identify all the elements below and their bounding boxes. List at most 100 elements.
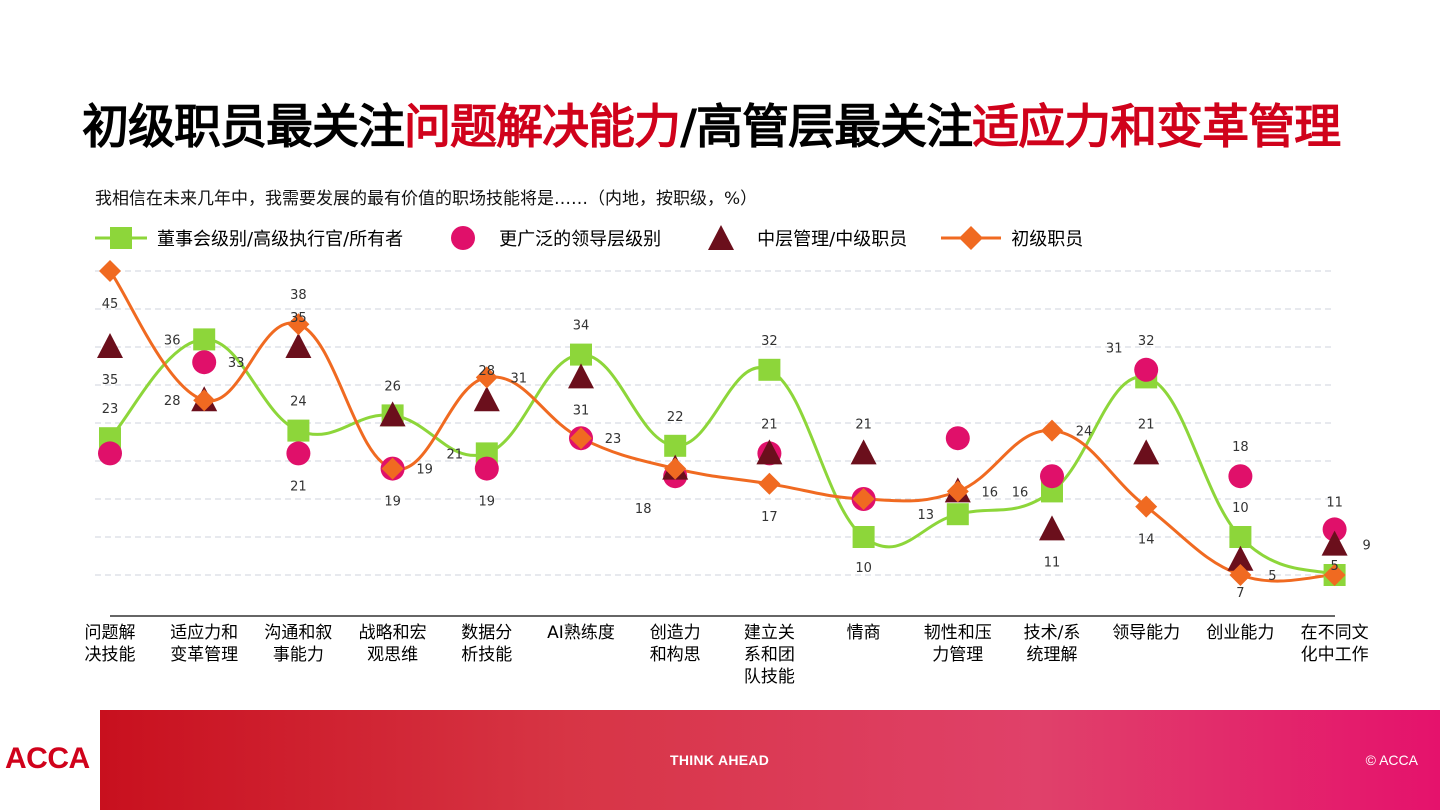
data-point-triangle — [97, 333, 123, 358]
category-label-line: 决技能 — [85, 645, 136, 665]
data-label: 21 — [447, 447, 464, 462]
data-point-diamond — [1229, 564, 1252, 586]
data-label: 28 — [479, 364, 496, 379]
category-label: 情商 — [847, 623, 881, 643]
legend-diamond-marker-icon — [941, 226, 1002, 250]
page-title: 初级职员最关注问题解决能力/高管层最关注适应力和变革管理 — [82, 88, 1341, 157]
category-label-line: 统理解 — [1027, 645, 1078, 665]
category-label-line: 创业能力 — [1206, 623, 1274, 643]
category-label-line: 问题解 — [85, 623, 136, 643]
data-label: 7 — [1236, 586, 1244, 601]
data-label: 13 — [918, 508, 935, 523]
category-label: AI熟练度 — [547, 622, 615, 643]
data-label: 26 — [384, 379, 401, 394]
category-label: 在不同文化中工作 — [1301, 623, 1369, 665]
footer-band — [100, 710, 1440, 810]
category-label-line: 事能力 — [273, 645, 324, 665]
legend-square-marker-icon — [95, 227, 147, 249]
data-label: 24 — [290, 395, 307, 410]
data-label: 28 — [164, 394, 181, 409]
data-point-diamond — [1135, 495, 1158, 518]
data-point-circle — [1040, 464, 1064, 489]
category-label-line: 适应力和 — [170, 623, 238, 643]
data-label: 23 — [102, 402, 119, 417]
category-label: 适应力和变革管理 — [170, 623, 238, 665]
data-point-diamond — [664, 457, 687, 480]
data-label: 32 — [1138, 334, 1155, 349]
category-label-line: 队技能 — [744, 667, 795, 687]
data-point-square — [852, 526, 875, 548]
data-point-diamond — [475, 366, 498, 389]
data-point-diamond — [946, 480, 969, 503]
legend-item-middle: 中层管理/中级职员 — [695, 223, 907, 253]
category-label-line: 和构思 — [650, 645, 701, 665]
category-label-line: 技术/系 — [1024, 623, 1081, 643]
category-label: 沟通和叙事能力 — [264, 623, 332, 665]
category-label: 创业能力 — [1206, 623, 1274, 643]
category-label: 数据分析技能 — [461, 623, 512, 665]
acca-logo: ACCA — [5, 742, 90, 775]
title-highlight-2: 适应力和变革管理 — [972, 100, 1341, 155]
data-point-circle — [286, 441, 311, 466]
category-label: 领导能力 — [1112, 623, 1180, 643]
data-point-diamond — [193, 389, 216, 412]
category-label-line: 数据分 — [461, 623, 512, 643]
data-point-triangle — [1133, 439, 1160, 465]
footer-copyright: © ACCA — [1365, 752, 1418, 768]
data-label: 38 — [290, 288, 307, 303]
data-point-triangle — [379, 401, 406, 427]
category-label-line: 建立关 — [744, 623, 795, 643]
data-label: 21 — [761, 417, 778, 432]
data-point-square — [287, 419, 310, 442]
category-label: 技术/系统理解 — [1024, 623, 1081, 665]
title-highlight-1: 问题解决能力 — [404, 100, 681, 155]
data-point-square — [193, 328, 216, 351]
data-label: 9 — [1362, 539, 1370, 554]
data-label: 19 — [384, 495, 401, 510]
data-point-diamond — [1041, 419, 1063, 442]
data-point-circle — [1228, 464, 1253, 489]
legend-item-leadership: 更广泛的领导层级别 — [437, 223, 661, 253]
data-point-triangle — [1039, 515, 1065, 541]
category-label-line: 化中工作 — [1301, 645, 1369, 665]
data-label: 22 — [667, 410, 684, 425]
legend-label-leadership: 更广泛的领导层级别 — [499, 229, 662, 250]
category-label-line: 力管理 — [932, 645, 983, 665]
data-label: 35 — [102, 373, 119, 388]
legend-item-junior: 初级职员 — [941, 223, 1083, 253]
category-label-line: 变革管理 — [170, 645, 238, 665]
legend-label-junior: 初级职员 — [1011, 229, 1084, 250]
data-point-diamond — [1323, 564, 1346, 586]
category-label-line: 沟通和叙 — [264, 623, 332, 643]
data-point-square — [758, 358, 781, 381]
data-point-diamond — [852, 488, 875, 510]
data-point-circle — [192, 350, 217, 375]
data-label: 10 — [1232, 501, 1249, 516]
logo-container: ACCA — [0, 710, 100, 810]
data-point-triangle — [285, 333, 312, 358]
data-label: 5 — [1268, 569, 1276, 584]
category-label-line: 韧性和压 — [924, 623, 992, 643]
data-label: 18 — [1232, 440, 1249, 455]
data-label: 19 — [416, 463, 433, 478]
data-label: 19 — [479, 495, 496, 510]
data-label: 23 — [605, 432, 622, 447]
data-label: 10 — [855, 561, 872, 576]
category-label: 创造力和构思 — [650, 623, 701, 665]
line-chart: 23 36 24 21 34 22 32 10 13 16 31 10 5 33 21 19 19 18 32 18 1… — [85, 260, 1371, 687]
footer-bar: ACCA THINK AHEAD © ACCA — [0, 710, 1440, 810]
data-label: 35 — [290, 311, 307, 326]
data-label: 14 — [1138, 533, 1155, 548]
data-label: 33 — [228, 356, 245, 371]
data-label: 18 — [635, 502, 652, 517]
data-point-square — [946, 503, 969, 526]
data-label: 34 — [573, 319, 590, 334]
category-label-line: 系和团 — [744, 645, 795, 665]
data-point-diamond — [287, 313, 310, 336]
chart-subtitle: 我相信在未来几年中，我需要发展的最有价值的职场技能将是……（内地，按职级，%） — [95, 189, 758, 209]
legend-item-board: 董事会级别/高级执行官/所有者 — [95, 223, 403, 253]
data-point-circle — [1322, 517, 1347, 542]
data-label: 16 — [1012, 485, 1029, 500]
data-label: 21 — [855, 417, 872, 432]
data-label: 31 — [1106, 341, 1123, 356]
